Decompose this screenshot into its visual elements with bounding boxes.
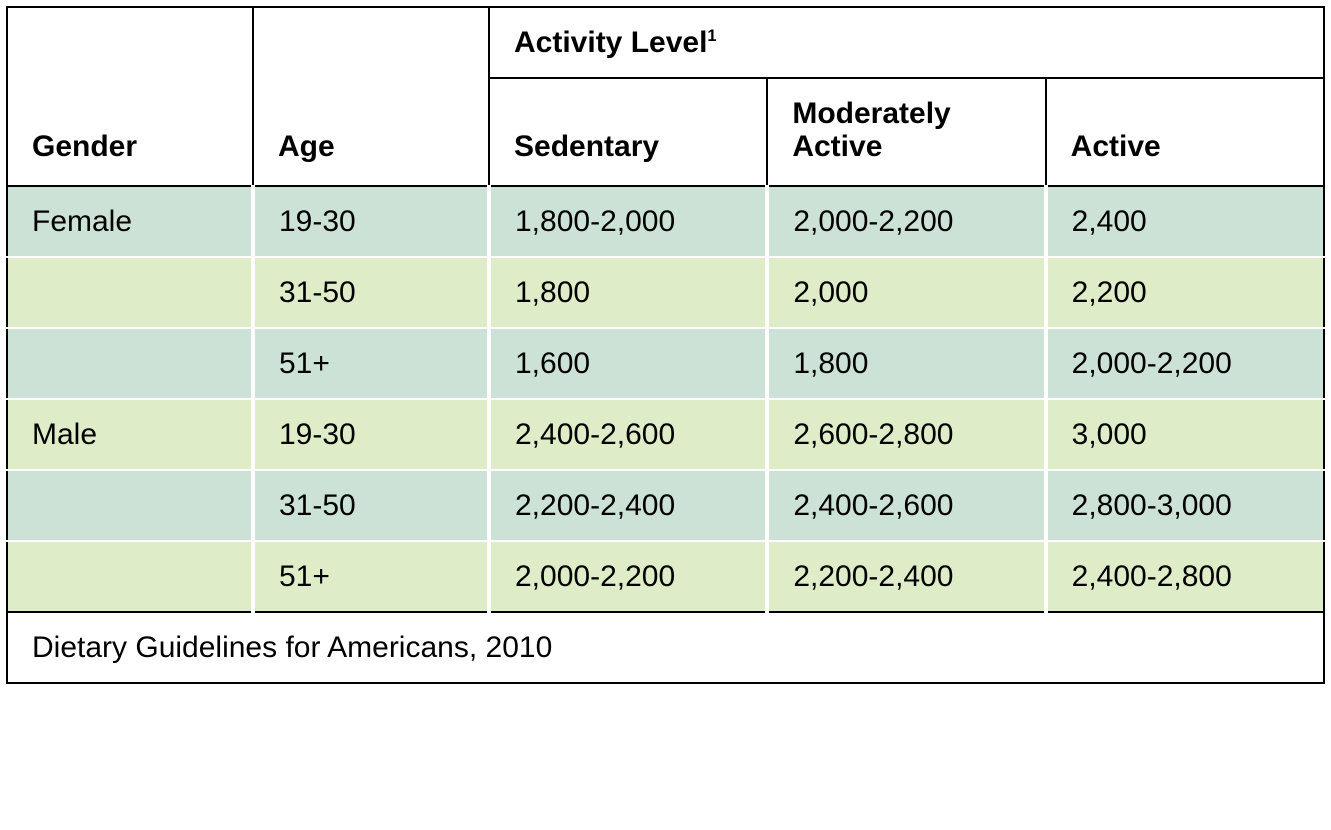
table-row: 51+ 2,000-2,200 2,200-2,400 2,400-2,800 (7, 541, 1324, 612)
cell-gender (7, 470, 253, 541)
cell-age: 51+ (253, 541, 489, 612)
activity-level-footnote-ref: 1 (707, 27, 716, 45)
column-header-active: Active (1046, 78, 1324, 186)
cell-active: 2,400 (1046, 186, 1324, 257)
cell-active: 2,800-3,000 (1046, 470, 1324, 541)
column-header-moderately-active: Moderately Active (767, 78, 1045, 186)
calorie-needs-table: Gender Age Activity Level1 Sedentary Mod… (6, 6, 1325, 684)
cell-active: 2,200 (1046, 257, 1324, 328)
cell-age: 51+ (253, 328, 489, 399)
moderately-active-line1: Moderately (792, 97, 950, 130)
cell-active: 3,000 (1046, 399, 1324, 470)
column-header-gender: Gender (7, 7, 253, 186)
cell-gender: Male (7, 399, 253, 470)
activity-level-label: Activity Level (514, 26, 707, 59)
column-header-sedentary: Sedentary (489, 78, 767, 186)
cell-sedentary: 2,200-2,400 (489, 470, 767, 541)
cell-age: 31-50 (253, 470, 489, 541)
cell-gender (7, 257, 253, 328)
cell-moderate: 2,200-2,400 (767, 541, 1045, 612)
cell-active: 2,000-2,200 (1046, 328, 1324, 399)
column-header-age: Age (253, 7, 489, 186)
cell-age: 19-30 (253, 399, 489, 470)
table-row: 31-50 1,800 2,000 2,200 (7, 257, 1324, 328)
table-row: Female 19-30 1,800-2,000 2,000-2,200 2,4… (7, 186, 1324, 257)
column-header-activity-level: Activity Level1 (489, 7, 1324, 78)
cell-sedentary: 1,800 (489, 257, 767, 328)
cell-sedentary: 2,000-2,200 (489, 541, 767, 612)
cell-sedentary: 1,800-2,000 (489, 186, 767, 257)
cell-moderate: 2,400-2,600 (767, 470, 1045, 541)
cell-gender (7, 541, 253, 612)
cell-moderate: 2,600-2,800 (767, 399, 1045, 470)
table-source-citation: Dietary Guidelines for Americans, 2010 (7, 612, 1324, 683)
table-row: Male 19-30 2,400-2,600 2,600-2,800 3,000 (7, 399, 1324, 470)
cell-age: 19-30 (253, 186, 489, 257)
cell-active: 2,400-2,800 (1046, 541, 1324, 612)
cell-moderate: 1,800 (767, 328, 1045, 399)
cell-moderate: 2,000-2,200 (767, 186, 1045, 257)
moderately-active-line2: Active (792, 130, 882, 163)
cell-sedentary: 1,600 (489, 328, 767, 399)
cell-gender (7, 328, 253, 399)
cell-gender: Female (7, 186, 253, 257)
table-row: 51+ 1,600 1,800 2,000-2,200 (7, 328, 1324, 399)
cell-age: 31-50 (253, 257, 489, 328)
cell-moderate: 2,000 (767, 257, 1045, 328)
cell-sedentary: 2,400-2,600 (489, 399, 767, 470)
table-row: 31-50 2,200-2,400 2,400-2,600 2,800-3,00… (7, 470, 1324, 541)
